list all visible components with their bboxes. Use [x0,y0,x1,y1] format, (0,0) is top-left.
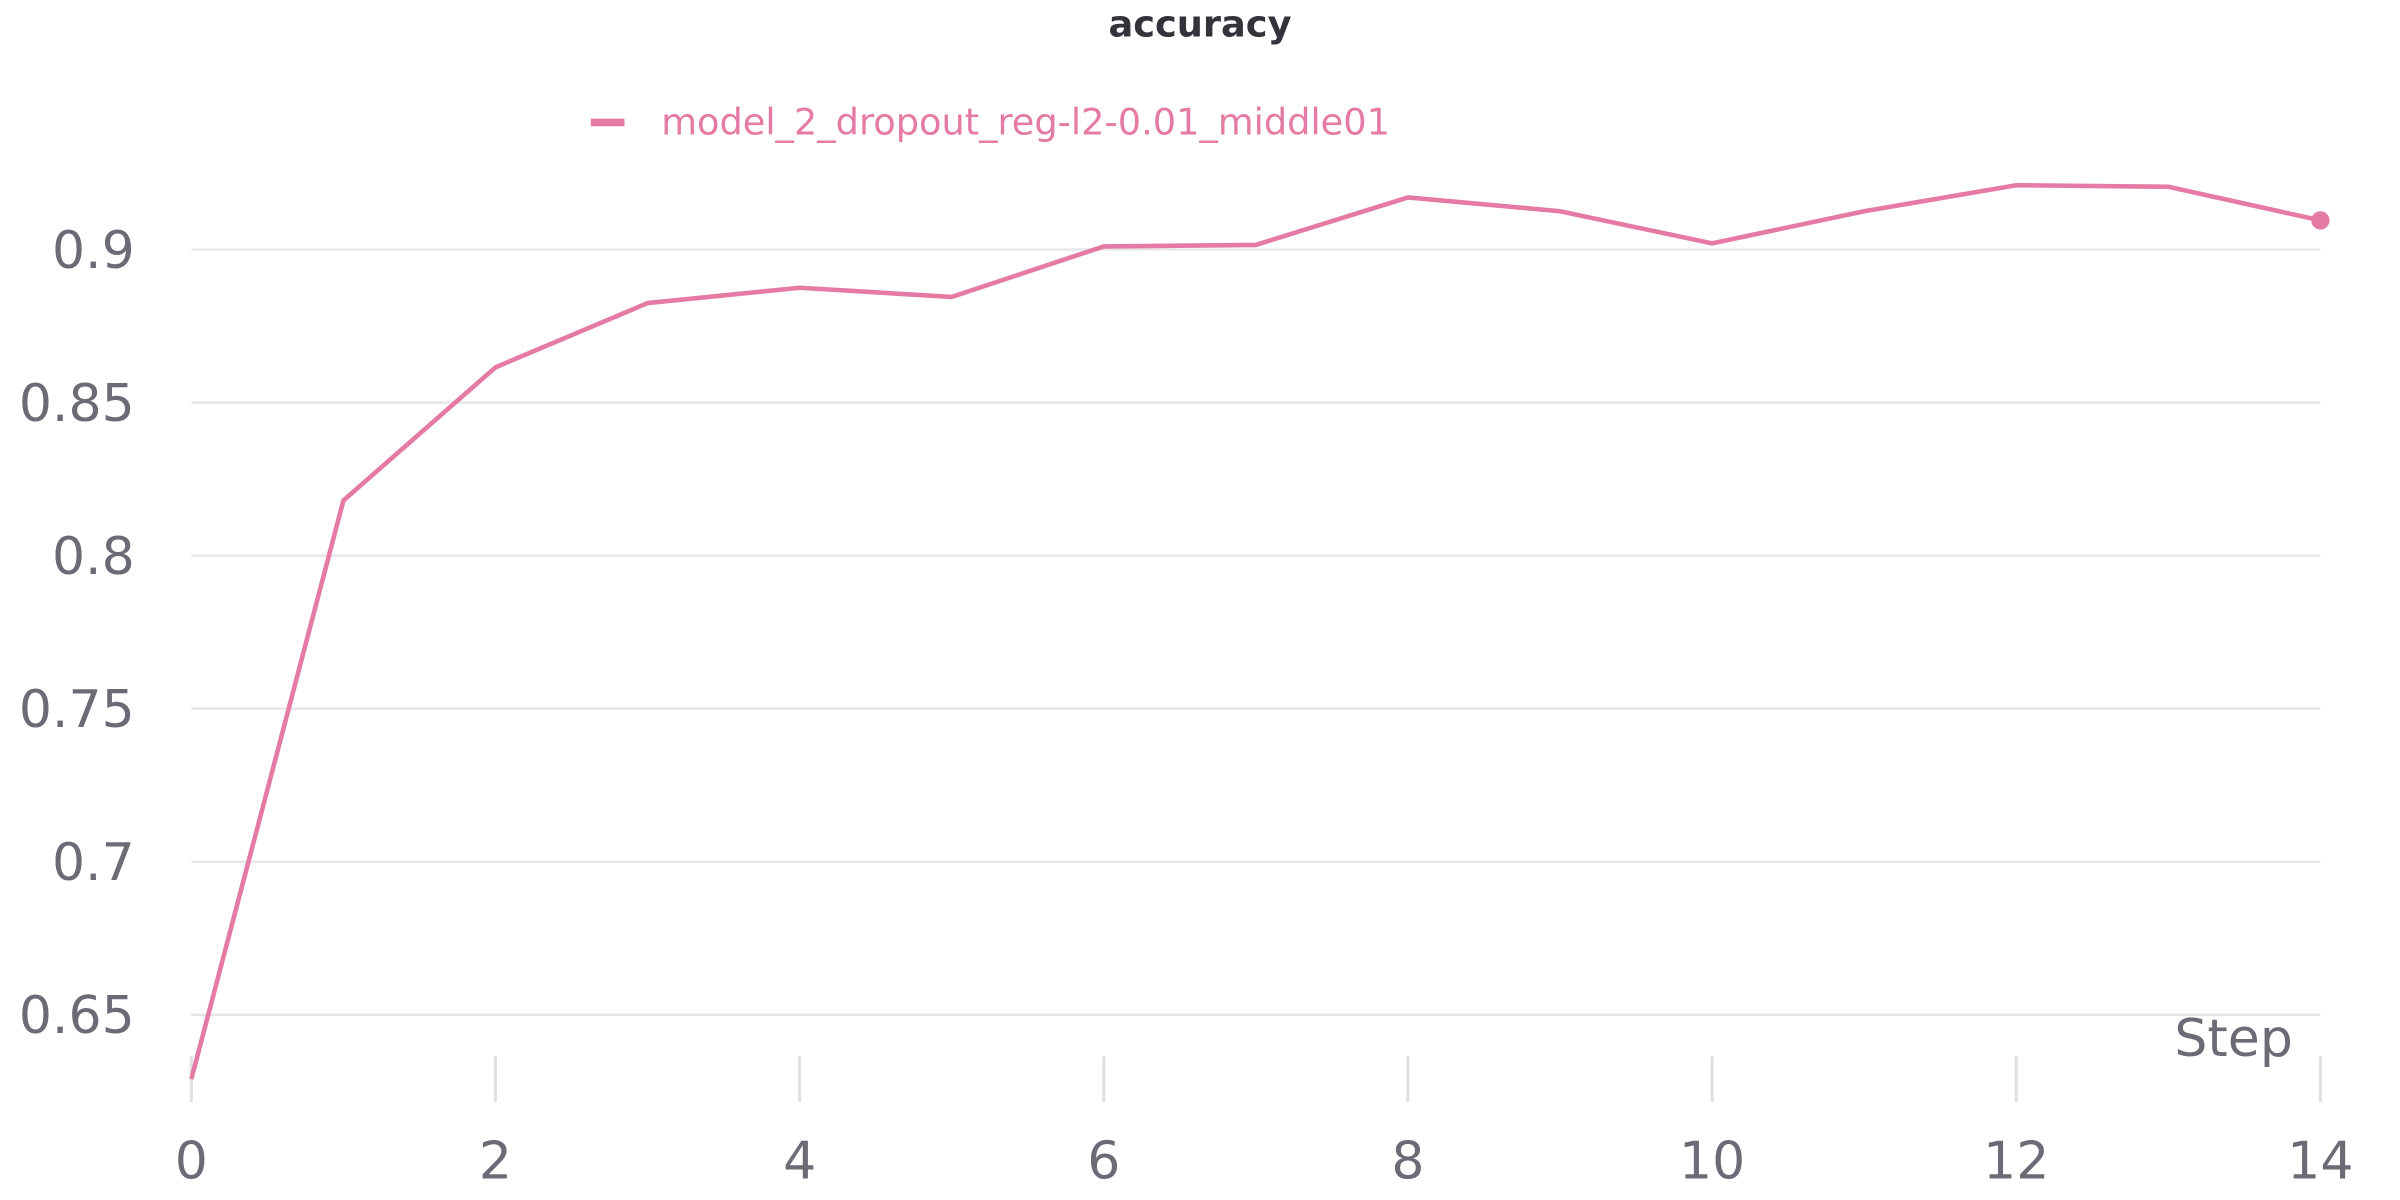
x-tick-label: 4 [783,1132,816,1192]
legend-label: model_2_dropout_reg-l2-0.01_middle01 [661,101,1390,144]
x-tick-label: 8 [1391,1132,1424,1192]
x-tick-label: 0 [175,1132,208,1192]
x-tick-label: 14 [2287,1132,2353,1192]
x-tick-label: 12 [1983,1132,2049,1192]
x-tick-label: 2 [479,1132,512,1192]
y-tick-label: 0.8 [52,527,135,587]
y-tick-label: 0.75 [19,680,135,740]
end-marker [2311,211,2330,230]
x-tick-label: 10 [1679,1132,1745,1192]
x-tick-label: 6 [1087,1132,1120,1192]
y-tick-label: 0.85 [19,374,135,434]
x-axis-label: Step [2174,1009,2292,1069]
y-tick-label: 0.65 [19,986,135,1046]
y-tick-label: 0.7 [52,833,135,893]
chart-title: accuracy [1108,3,1291,46]
y-tick-label: 0.9 [52,221,135,281]
series-line [189,182,2321,1080]
